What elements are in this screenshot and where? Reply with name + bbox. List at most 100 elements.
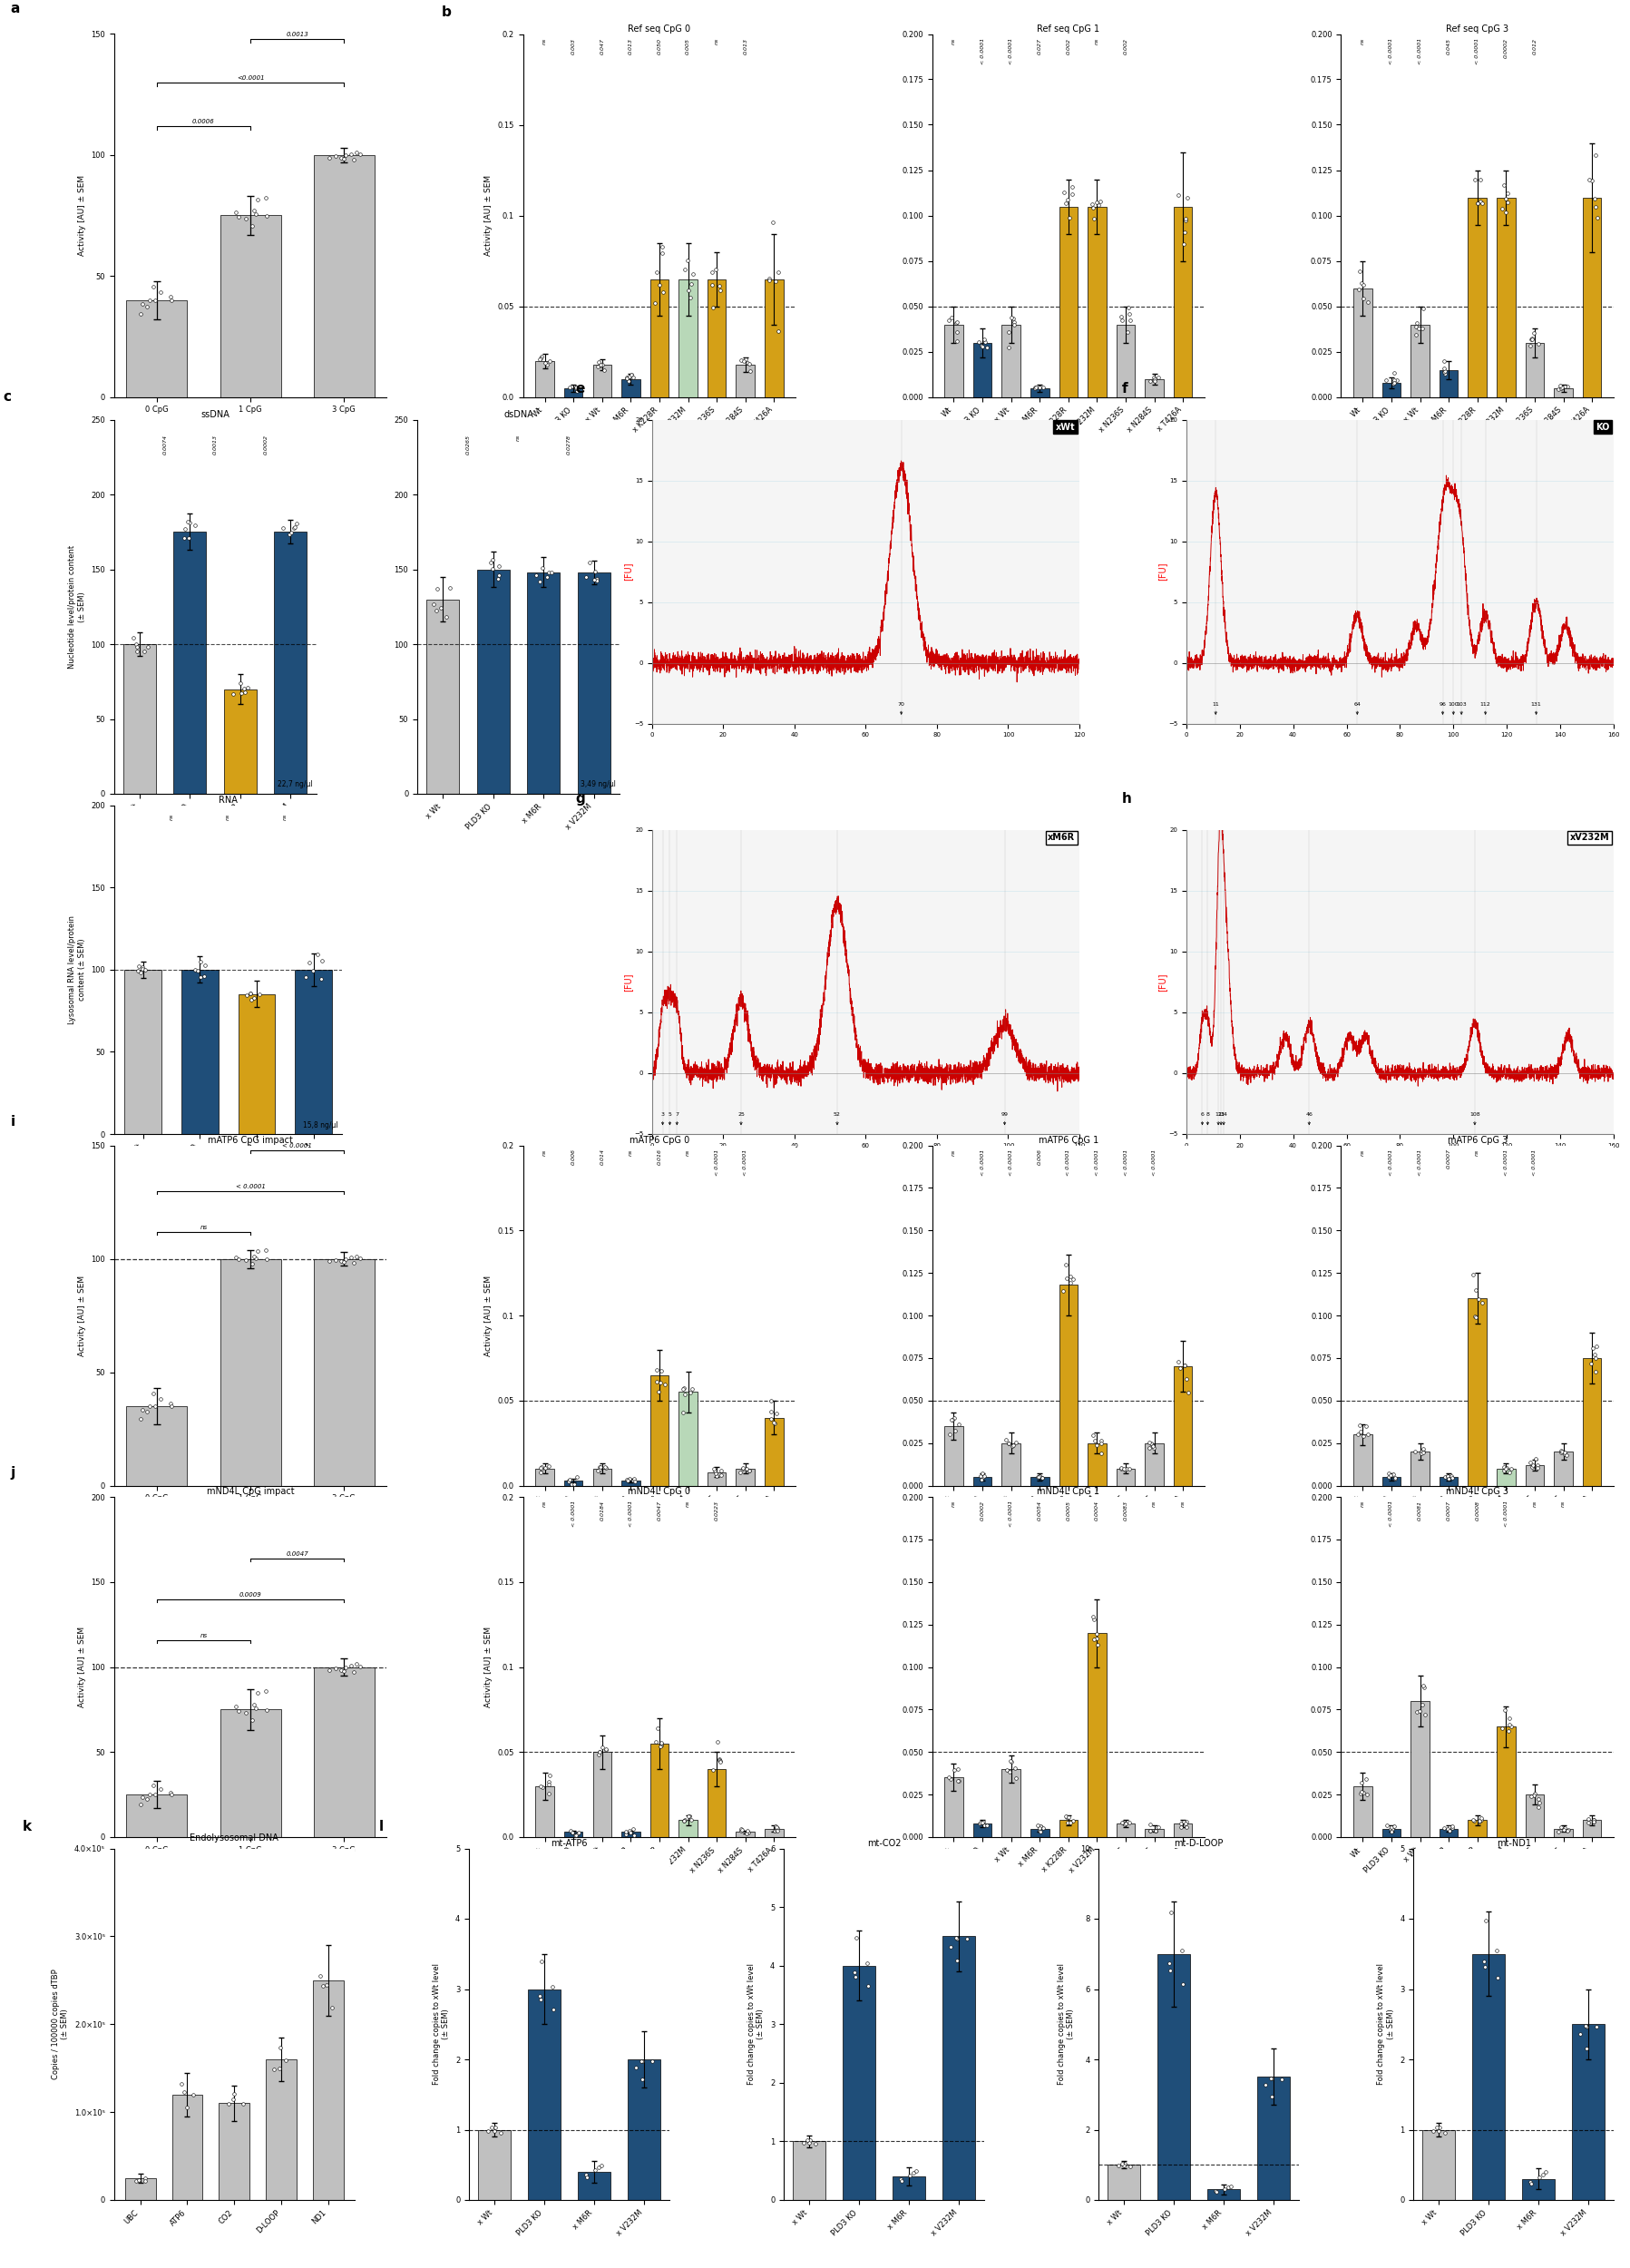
- Point: [1136, 1429, 1162, 1465]
- Text: ns: ns: [714, 39, 719, 43]
- Point: [1408, 1436, 1434, 1472]
- Text: < 0.0001: < 0.0001: [1123, 1148, 1128, 1175]
- Point: [130, 948, 156, 984]
- Text: 0.0013: 0.0013: [285, 32, 308, 36]
- Bar: [536, 1470, 554, 1486]
- Point: [903, 2152, 929, 2189]
- Point: [129, 286, 155, 322]
- Text: j: j: [10, 1465, 15, 1479]
- Point: [225, 200, 251, 236]
- Title: mATP6 CpG impact: mATP6 CpG impact: [209, 1136, 293, 1145]
- Point: [945, 1406, 971, 1442]
- Text: f: f: [1121, 381, 1128, 395]
- Point: [585, 1737, 611, 1774]
- Text: 70: 70: [898, 701, 905, 714]
- Point: [1086, 1626, 1112, 1662]
- Y-axis label: [FU]: [FU]: [1157, 973, 1167, 991]
- Bar: [1087, 1442, 1107, 1486]
- Text: 0.0002: 0.0002: [262, 435, 267, 454]
- Point: [1058, 1263, 1084, 1300]
- Bar: [942, 1937, 975, 2200]
- Bar: [764, 1828, 784, 1837]
- Point: [1439, 1808, 1465, 1844]
- Point: [1350, 268, 1376, 304]
- Point: [794, 2121, 820, 2157]
- Point: [528, 1982, 554, 2019]
- Point: [147, 1771, 173, 1808]
- Point: [536, 553, 562, 590]
- Point: [267, 2030, 293, 2066]
- Point: [888, 2161, 914, 2198]
- Point: [1491, 168, 1518, 204]
- Point: [1108, 302, 1134, 338]
- Point: [319, 1989, 346, 2025]
- Text: 22,7 ng/µl: 22,7 ng/µl: [277, 780, 313, 787]
- Point: [619, 1463, 645, 1499]
- Point: [623, 1463, 649, 1499]
- Point: [313, 1966, 339, 2003]
- Point: [1376, 1458, 1402, 1495]
- Point: [572, 560, 598, 596]
- Point: [670, 1370, 696, 1406]
- Text: ns: ns: [200, 1225, 207, 1229]
- Point: [1081, 1622, 1107, 1658]
- Bar: [737, 1833, 755, 1837]
- Point: [707, 272, 734, 308]
- Point: [970, 1458, 996, 1495]
- Text: ns: ns: [686, 1501, 691, 1506]
- Point: [176, 503, 202, 540]
- Point: [1552, 1810, 1578, 1846]
- Point: [758, 1399, 784, 1436]
- Point: [271, 510, 297, 547]
- Point: [758, 1395, 784, 1431]
- Point: [1410, 311, 1436, 347]
- Point: [1053, 184, 1079, 220]
- Point: [1433, 2114, 1459, 2150]
- Bar: [220, 1710, 280, 1837]
- Text: 8: 8: [1206, 1111, 1209, 1125]
- Point: [282, 508, 308, 544]
- Point: [1172, 200, 1198, 236]
- Point: [557, 1812, 584, 1848]
- Point: [1467, 1801, 1493, 1837]
- Y-axis label: Copies / 100000 copies dTBP
(± SEM): Copies / 100000 copies dTBP (± SEM): [52, 1969, 70, 2080]
- Point: [1583, 1354, 1609, 1390]
- Point: [1519, 322, 1545, 358]
- Point: [1431, 1810, 1457, 1846]
- Point: [1374, 1808, 1400, 1844]
- Bar: [1583, 197, 1601, 397]
- Point: [1495, 175, 1521, 211]
- Point: [222, 2075, 248, 2112]
- Bar: [843, 1966, 875, 2200]
- Point: [1462, 1297, 1488, 1334]
- Text: < 0.0001: < 0.0001: [1389, 1148, 1394, 1175]
- Bar: [944, 1427, 963, 1486]
- Point: [158, 1386, 184, 1422]
- Point: [1469, 1284, 1495, 1320]
- Point: [1581, 1336, 1607, 1372]
- Point: [644, 1352, 670, 1388]
- Text: c: c: [3, 390, 11, 404]
- Point: [996, 1427, 1022, 1463]
- Point: [328, 1243, 354, 1279]
- Text: ns: ns: [1152, 1501, 1157, 1506]
- Point: [616, 1812, 642, 1848]
- Point: [672, 252, 698, 288]
- Point: [528, 1452, 554, 1488]
- Point: [158, 281, 184, 318]
- Point: [756, 261, 782, 297]
- Text: 0.013: 0.013: [629, 39, 632, 54]
- Text: 3: 3: [660, 1111, 665, 1125]
- Point: [142, 1388, 168, 1424]
- Point: [168, 2066, 194, 2102]
- Point: [562, 1817, 588, 1853]
- Bar: [593, 365, 611, 397]
- Point: [1218, 2168, 1244, 2204]
- Point: [1053, 1247, 1079, 1284]
- Bar: [1144, 1828, 1164, 1837]
- Bar: [1002, 324, 1020, 397]
- Point: [900, 2155, 926, 2191]
- Point: [1138, 1812, 1164, 1848]
- Point: [616, 358, 642, 395]
- Point: [1584, 200, 1610, 236]
